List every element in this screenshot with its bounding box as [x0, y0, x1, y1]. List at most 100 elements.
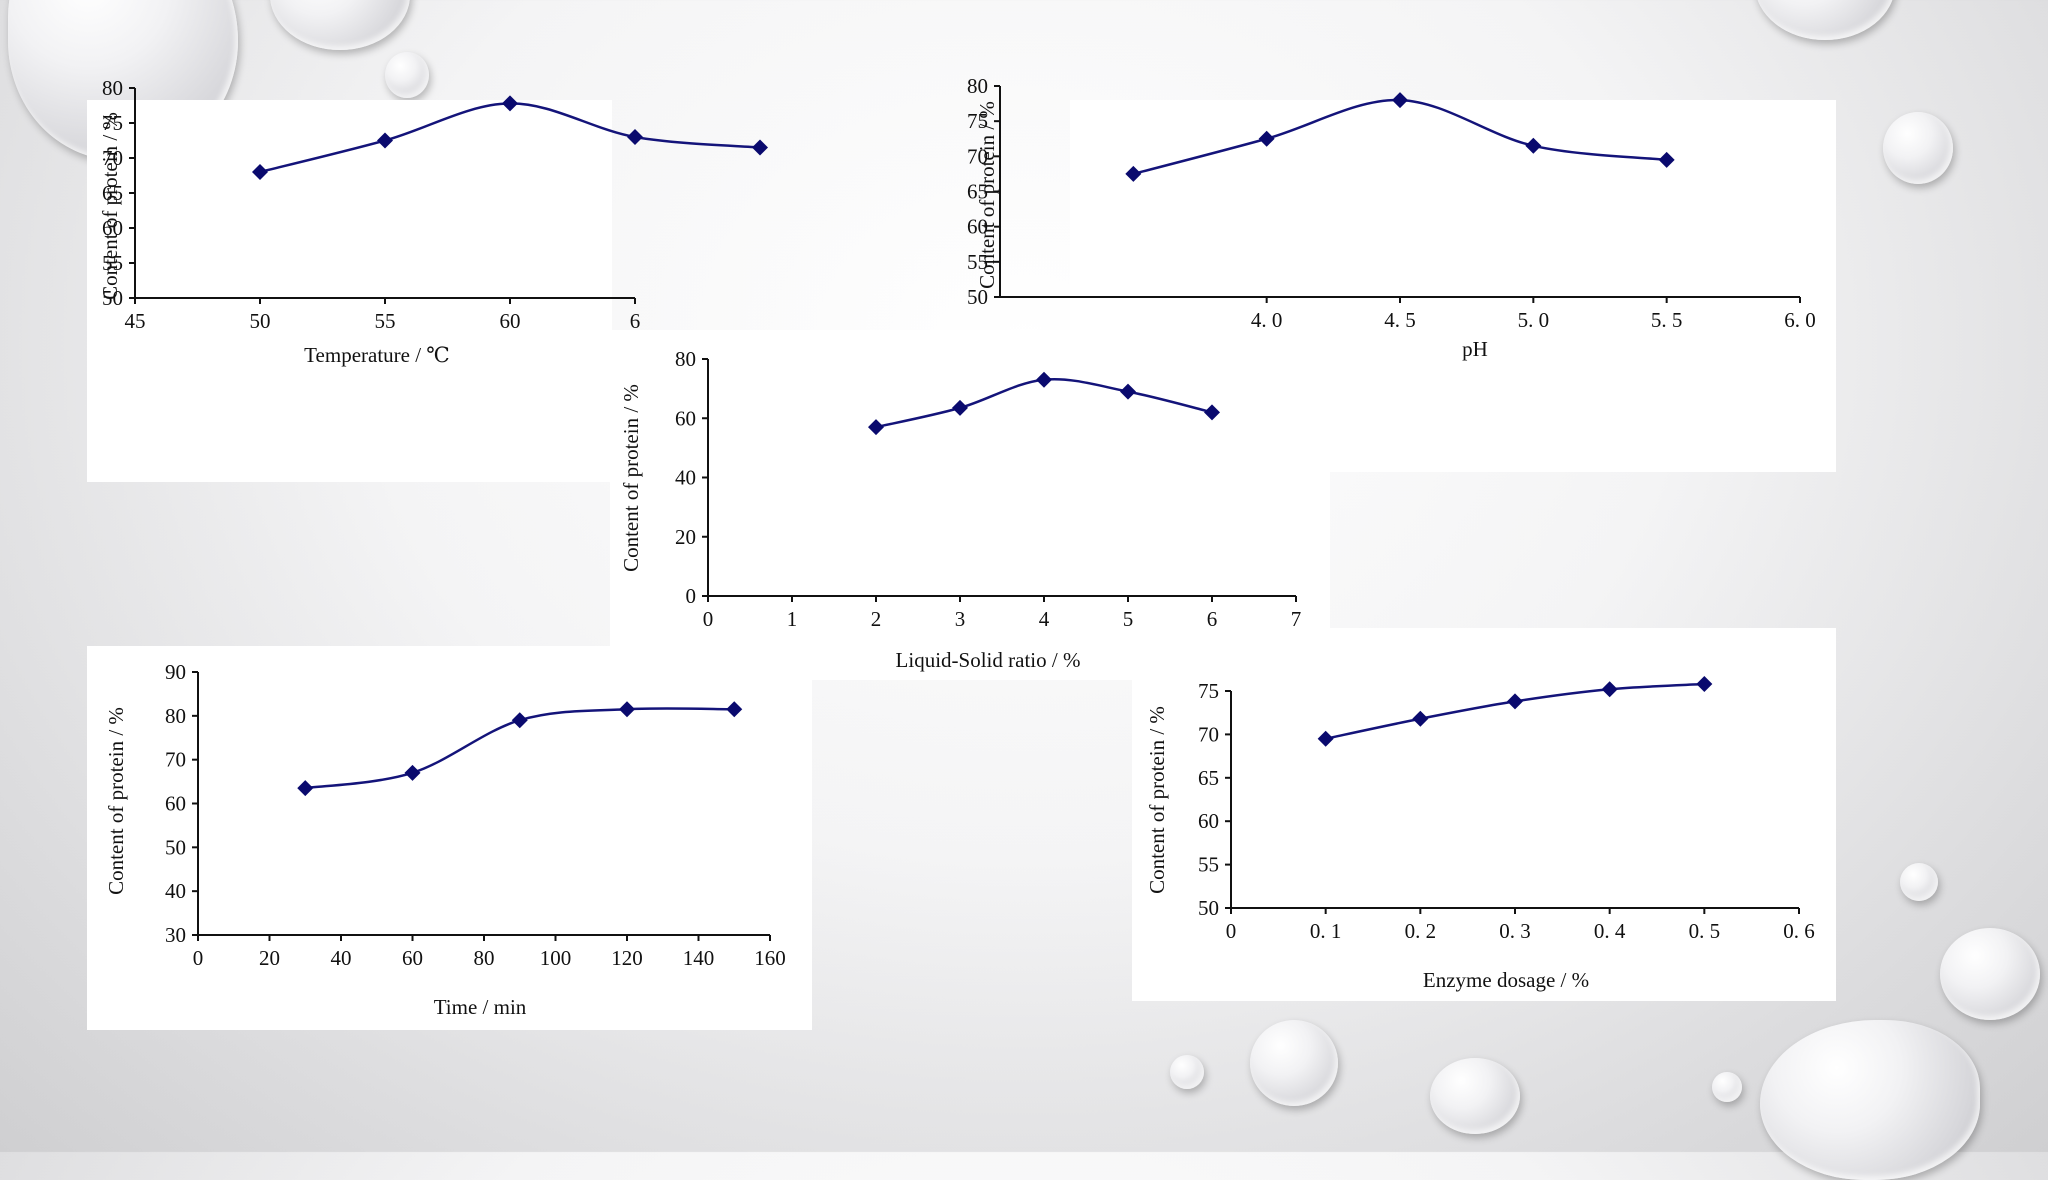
x-tick-label: 0. 4: [1594, 919, 1626, 943]
x-tick-label: 120: [611, 946, 643, 970]
y-tick-label: 60: [1198, 809, 1219, 833]
y-tick-label: 0: [686, 584, 697, 608]
x-tick-label: 0: [1226, 919, 1237, 943]
data-point: [752, 139, 768, 156]
x-tick-label: 5: [1123, 607, 1134, 631]
x-tick-label: 20: [259, 946, 280, 970]
data-point: [868, 419, 884, 436]
chart-panel-liquid-solid: [610, 330, 1330, 680]
chart-liquid-solid: 0 20 40 60 80 0 1 2 3 4 5 6 7 Liquid-Solid ratio / % C…: [619, 347, 1302, 672]
x-tick-label: 0: [193, 946, 204, 970]
x-tick-label: 4: [1039, 607, 1050, 631]
x-tick-label: 0. 5: [1689, 919, 1721, 943]
x-axis-label: Time / min: [434, 995, 527, 1019]
x-tick-label: 140: [683, 946, 715, 970]
y-tick-label: 80: [165, 704, 186, 728]
x-tick-label: 55: [375, 309, 396, 333]
water-drop-decoration: [1250, 1020, 1338, 1106]
data-point: [726, 701, 743, 718]
y-axis-label: Content of protein / %: [98, 112, 122, 300]
data-point: [502, 95, 518, 112]
data-point: [1507, 693, 1523, 710]
data-point: [404, 764, 421, 781]
data-point: [1317, 730, 1334, 747]
x-tick-label: 4. 5: [1384, 308, 1416, 332]
data-point: [1204, 404, 1220, 421]
x-tick-label: 100: [540, 946, 572, 970]
y-tick-label: 65: [967, 180, 988, 204]
chart-panel-enzyme: [1132, 628, 1836, 1001]
y-axis-label: Content of protein / %: [975, 101, 999, 289]
x-tick-label: 6: [630, 309, 641, 333]
series-line: [1133, 98, 1667, 176]
x-axis-label: pH: [1462, 337, 1488, 361]
water-drop-decoration: [1940, 928, 2040, 1020]
data-point: [1412, 710, 1429, 727]
x-tick-label: 80: [474, 946, 495, 970]
y-tick-label: 60: [675, 406, 696, 430]
data-point: [1658, 151, 1675, 168]
x-tick-label: 0. 6: [1783, 919, 1815, 943]
y-tick-label: 55: [1198, 853, 1219, 877]
y-tick-label: 90: [165, 660, 186, 684]
water-drop-decoration: [270, 0, 410, 50]
y-tick-label: 60: [102, 216, 123, 240]
water-drop-decoration: [1430, 1058, 1520, 1134]
chart-ph: 50 55 60 65 70 75 80 4. 0 4. 5 5. 0 5. 5 6. 0 pH Cont…: [967, 74, 1816, 361]
y-axis-label: Content of protein / %: [1145, 706, 1169, 894]
y-tick-label: 75: [1198, 679, 1219, 703]
x-tick-label: 0. 2: [1405, 919, 1437, 943]
data-point: [1601, 681, 1618, 698]
y-tick-label: 30: [165, 923, 186, 947]
data-point: [1036, 371, 1052, 388]
x-tick-label: 40: [331, 946, 352, 970]
water-drop-decoration: [1170, 1055, 1204, 1089]
data-point: [377, 132, 393, 149]
x-tick-label: 1: [787, 607, 798, 631]
data-point: [952, 399, 968, 416]
data-point: [1258, 130, 1275, 147]
y-tick-label: 70: [165, 748, 186, 772]
data-point: [627, 129, 643, 145]
x-tick-label: 5. 5: [1651, 308, 1683, 332]
x-tick-label: 50: [250, 309, 271, 333]
data-point: [1696, 676, 1713, 693]
x-tick-label: 6: [1207, 607, 1218, 631]
data-point: [1392, 92, 1408, 109]
water-drop-decoration: [1755, 0, 1895, 40]
water-drop-decoration: [385, 52, 429, 98]
data-point: [1525, 137, 1542, 154]
water-drop-decoration: [1760, 1020, 1980, 1180]
y-axis-label: Content of protein / %: [104, 707, 128, 895]
x-tick-label: 0: [703, 607, 714, 631]
data-point: [511, 712, 528, 729]
x-tick-label: 60: [500, 309, 521, 333]
x-tick-label: 7: [1291, 607, 1302, 631]
x-axis-label: Enzyme dosage / %: [1423, 968, 1589, 992]
y-tick-label: 70: [967, 144, 988, 168]
x-tick-label: 60: [402, 946, 423, 970]
chart-ph-plot: 50 55 60 65 70 75 80 4. 0 4. 5 5. 0 5. 5 6. 0 pH Cont…: [967, 74, 1816, 361]
x-axis-label: Temperature / ℃: [304, 343, 450, 367]
y-tick-label: 50: [165, 835, 186, 859]
y-tick-label: 55: [102, 251, 123, 275]
x-tick-label: 2: [871, 607, 882, 631]
y-tick-label: 50: [1198, 896, 1219, 920]
chart-panel-temperature: [87, 100, 612, 482]
y-tick-label: 55: [967, 250, 988, 274]
data-point: [619, 701, 635, 718]
y-tick-label: 60: [165, 792, 186, 816]
water-drop-decoration: [1712, 1072, 1742, 1102]
series-line: [1325, 682, 1705, 740]
data-point: [1125, 165, 1142, 182]
y-tick-label: 40: [675, 466, 696, 490]
chart-panel-time: [87, 646, 812, 1030]
chart-enzyme: 50 55 60 65 70 75 0 0. 1 0. 2 0. 3 0. 4 0. 5 0. 6 Enz…: [1145, 676, 1815, 992]
water-drop-decoration: [1900, 863, 1938, 901]
x-tick-label: 0. 3: [1499, 919, 1531, 943]
water-drop-decoration: [1883, 112, 1953, 184]
x-tick-label: 5. 0: [1518, 308, 1550, 332]
x-axis-label: Liquid-Solid ratio / %: [896, 648, 1081, 672]
